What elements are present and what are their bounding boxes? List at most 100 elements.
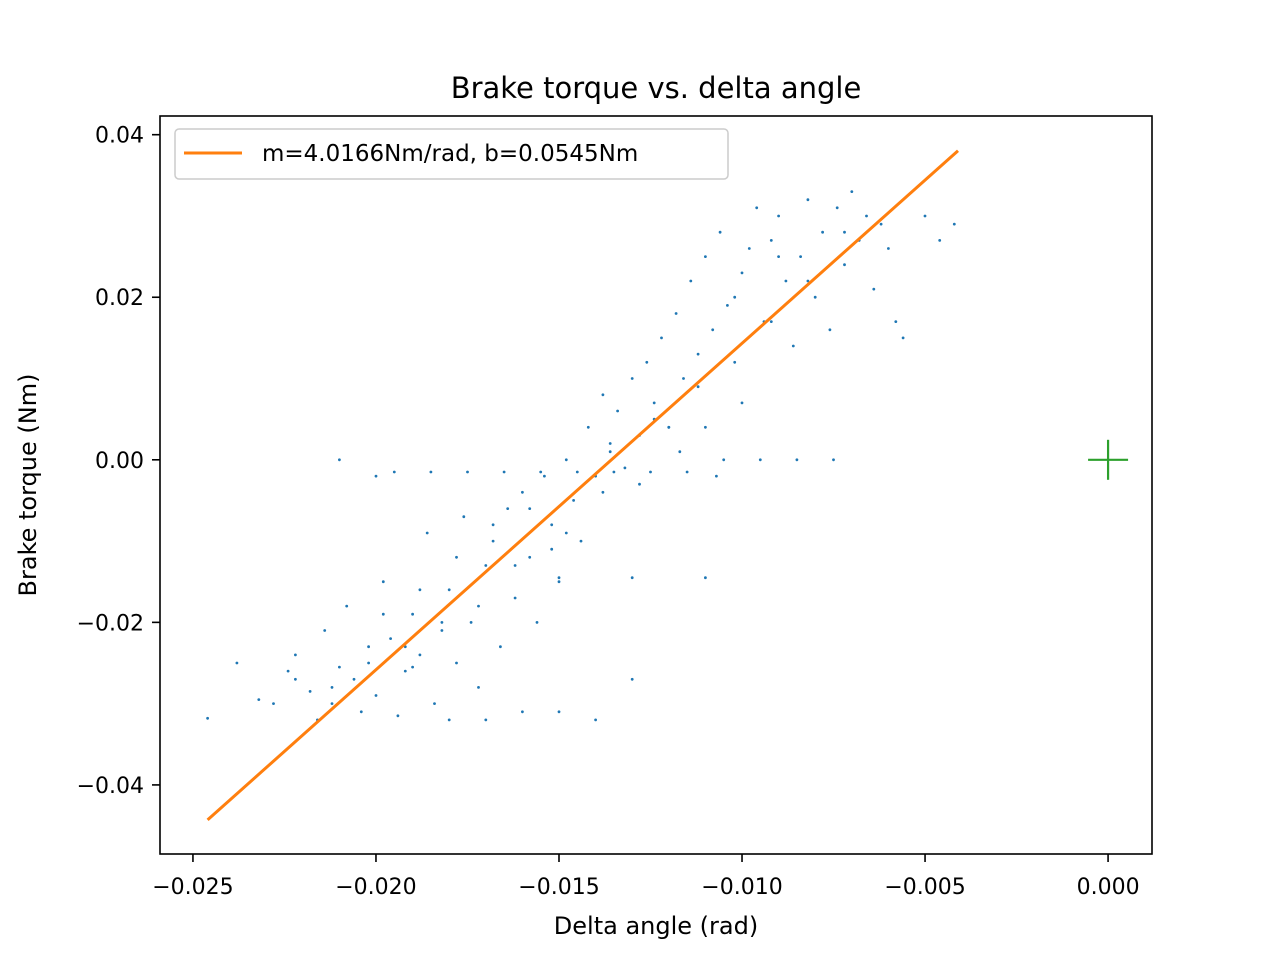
scatter-point (608, 450, 612, 454)
scatter-point (649, 470, 652, 474)
scatter-point (795, 458, 799, 462)
scatter-point (521, 490, 524, 494)
scatter-point (484, 718, 488, 722)
scatter-point (374, 694, 378, 697)
y-tick-label: 0.00 (95, 449, 144, 474)
scatter-point (352, 677, 356, 681)
scatter-point (425, 531, 429, 535)
scatter-point (206, 716, 210, 720)
scatter-point (294, 653, 297, 657)
scatter-point (411, 612, 414, 616)
scatter-point (513, 564, 517, 567)
scatter-point (543, 474, 546, 478)
scatter-point (381, 580, 385, 584)
scatter-point (506, 507, 510, 510)
scatter-point (645, 360, 649, 364)
x-axis: −0.025 −0.020 −0.015 −0.010 −0.005 0.000 (152, 854, 1140, 900)
scatter-point (755, 206, 759, 210)
scatter-point (429, 470, 433, 474)
scatter-point (367, 645, 370, 649)
x-tick-label: −0.010 (701, 875, 782, 900)
scatter-point (711, 328, 715, 332)
scatter-point (586, 425, 590, 429)
scatter-point (330, 702, 334, 705)
scatter-point (733, 295, 737, 299)
scatter-point (455, 661, 458, 665)
scatter-point (528, 507, 532, 510)
scatter-point (872, 287, 876, 291)
scatter-point (564, 531, 568, 535)
scatter-point (272, 702, 275, 705)
scatter-point (835, 206, 839, 210)
scatter-point (747, 247, 751, 250)
scatter-point (769, 239, 773, 242)
scatter-point (726, 304, 729, 307)
scatter-point (689, 279, 693, 283)
scatter-point (418, 588, 422, 592)
scatter-point (887, 247, 890, 250)
y-axis: −0.04 −0.02 0.00 0.02 0.04 (77, 124, 160, 799)
scatter-point (484, 564, 488, 567)
scatter-point (601, 393, 605, 397)
x-tick-label: −0.020 (335, 875, 416, 900)
scatter-point (330, 686, 334, 689)
scatter-point (722, 458, 726, 462)
scatter-point (630, 576, 634, 580)
scatter-point (539, 470, 543, 474)
scatter-point (704, 425, 707, 429)
scatter-point (469, 621, 473, 624)
scatter-point (813, 295, 817, 299)
scatter-point (660, 336, 663, 340)
scatter-point (257, 698, 261, 701)
scatter-point (667, 425, 671, 429)
scatter-point (557, 710, 561, 714)
scatter-point (367, 661, 370, 665)
scatter-point (528, 555, 532, 559)
scatter-point (638, 482, 641, 486)
scatter-point (557, 580, 561, 584)
x-axis-title: Delta angle (rad) (554, 912, 758, 940)
scatter-point (323, 629, 327, 632)
scatter-point (769, 320, 773, 323)
scatter-point (389, 637, 392, 640)
scatter-point (843, 263, 846, 267)
scatter-point (575, 470, 579, 474)
scatter-point (630, 377, 634, 380)
scatter-point (572, 499, 575, 502)
scatter-point (564, 458, 568, 462)
legend-box (174, 128, 729, 180)
fit-line (206, 149, 959, 822)
scatter-point (901, 336, 905, 340)
scatter-point (466, 470, 469, 474)
x-tick-label: −0.005 (884, 875, 965, 900)
scatter-point (579, 539, 583, 543)
y-tick-label: −0.04 (77, 774, 144, 799)
scatter-point (499, 645, 502, 649)
scatter-point (704, 255, 707, 258)
scatter-point (477, 686, 480, 689)
scatter-point (828, 328, 832, 332)
scatter-point (411, 665, 414, 669)
scatter-point (623, 466, 627, 470)
scatter-point (784, 279, 788, 283)
scatter-point (455, 555, 458, 559)
scatter-point (338, 458, 341, 462)
scatter-point (433, 702, 436, 705)
scatter-point (685, 470, 689, 474)
scatter-point (557, 576, 561, 580)
scatter-point (612, 470, 616, 474)
legend-label-fit: m=4.0166Nm/rad, b=0.0545Nm (262, 141, 638, 167)
scatter-point (777, 255, 780, 258)
scatter-point (447, 718, 451, 722)
scatter-point (879, 222, 883, 226)
scatter-point (345, 604, 349, 608)
scatter-point (938, 239, 942, 242)
scatter-point (440, 621, 444, 624)
scatter-point (865, 214, 868, 218)
scatter-point (740, 401, 744, 405)
legend: m=4.0166Nm/rad, b=0.0545Nm (174, 128, 729, 180)
scatter-point (392, 470, 396, 474)
scatter-point (440, 629, 444, 632)
scatter-point (777, 214, 780, 218)
